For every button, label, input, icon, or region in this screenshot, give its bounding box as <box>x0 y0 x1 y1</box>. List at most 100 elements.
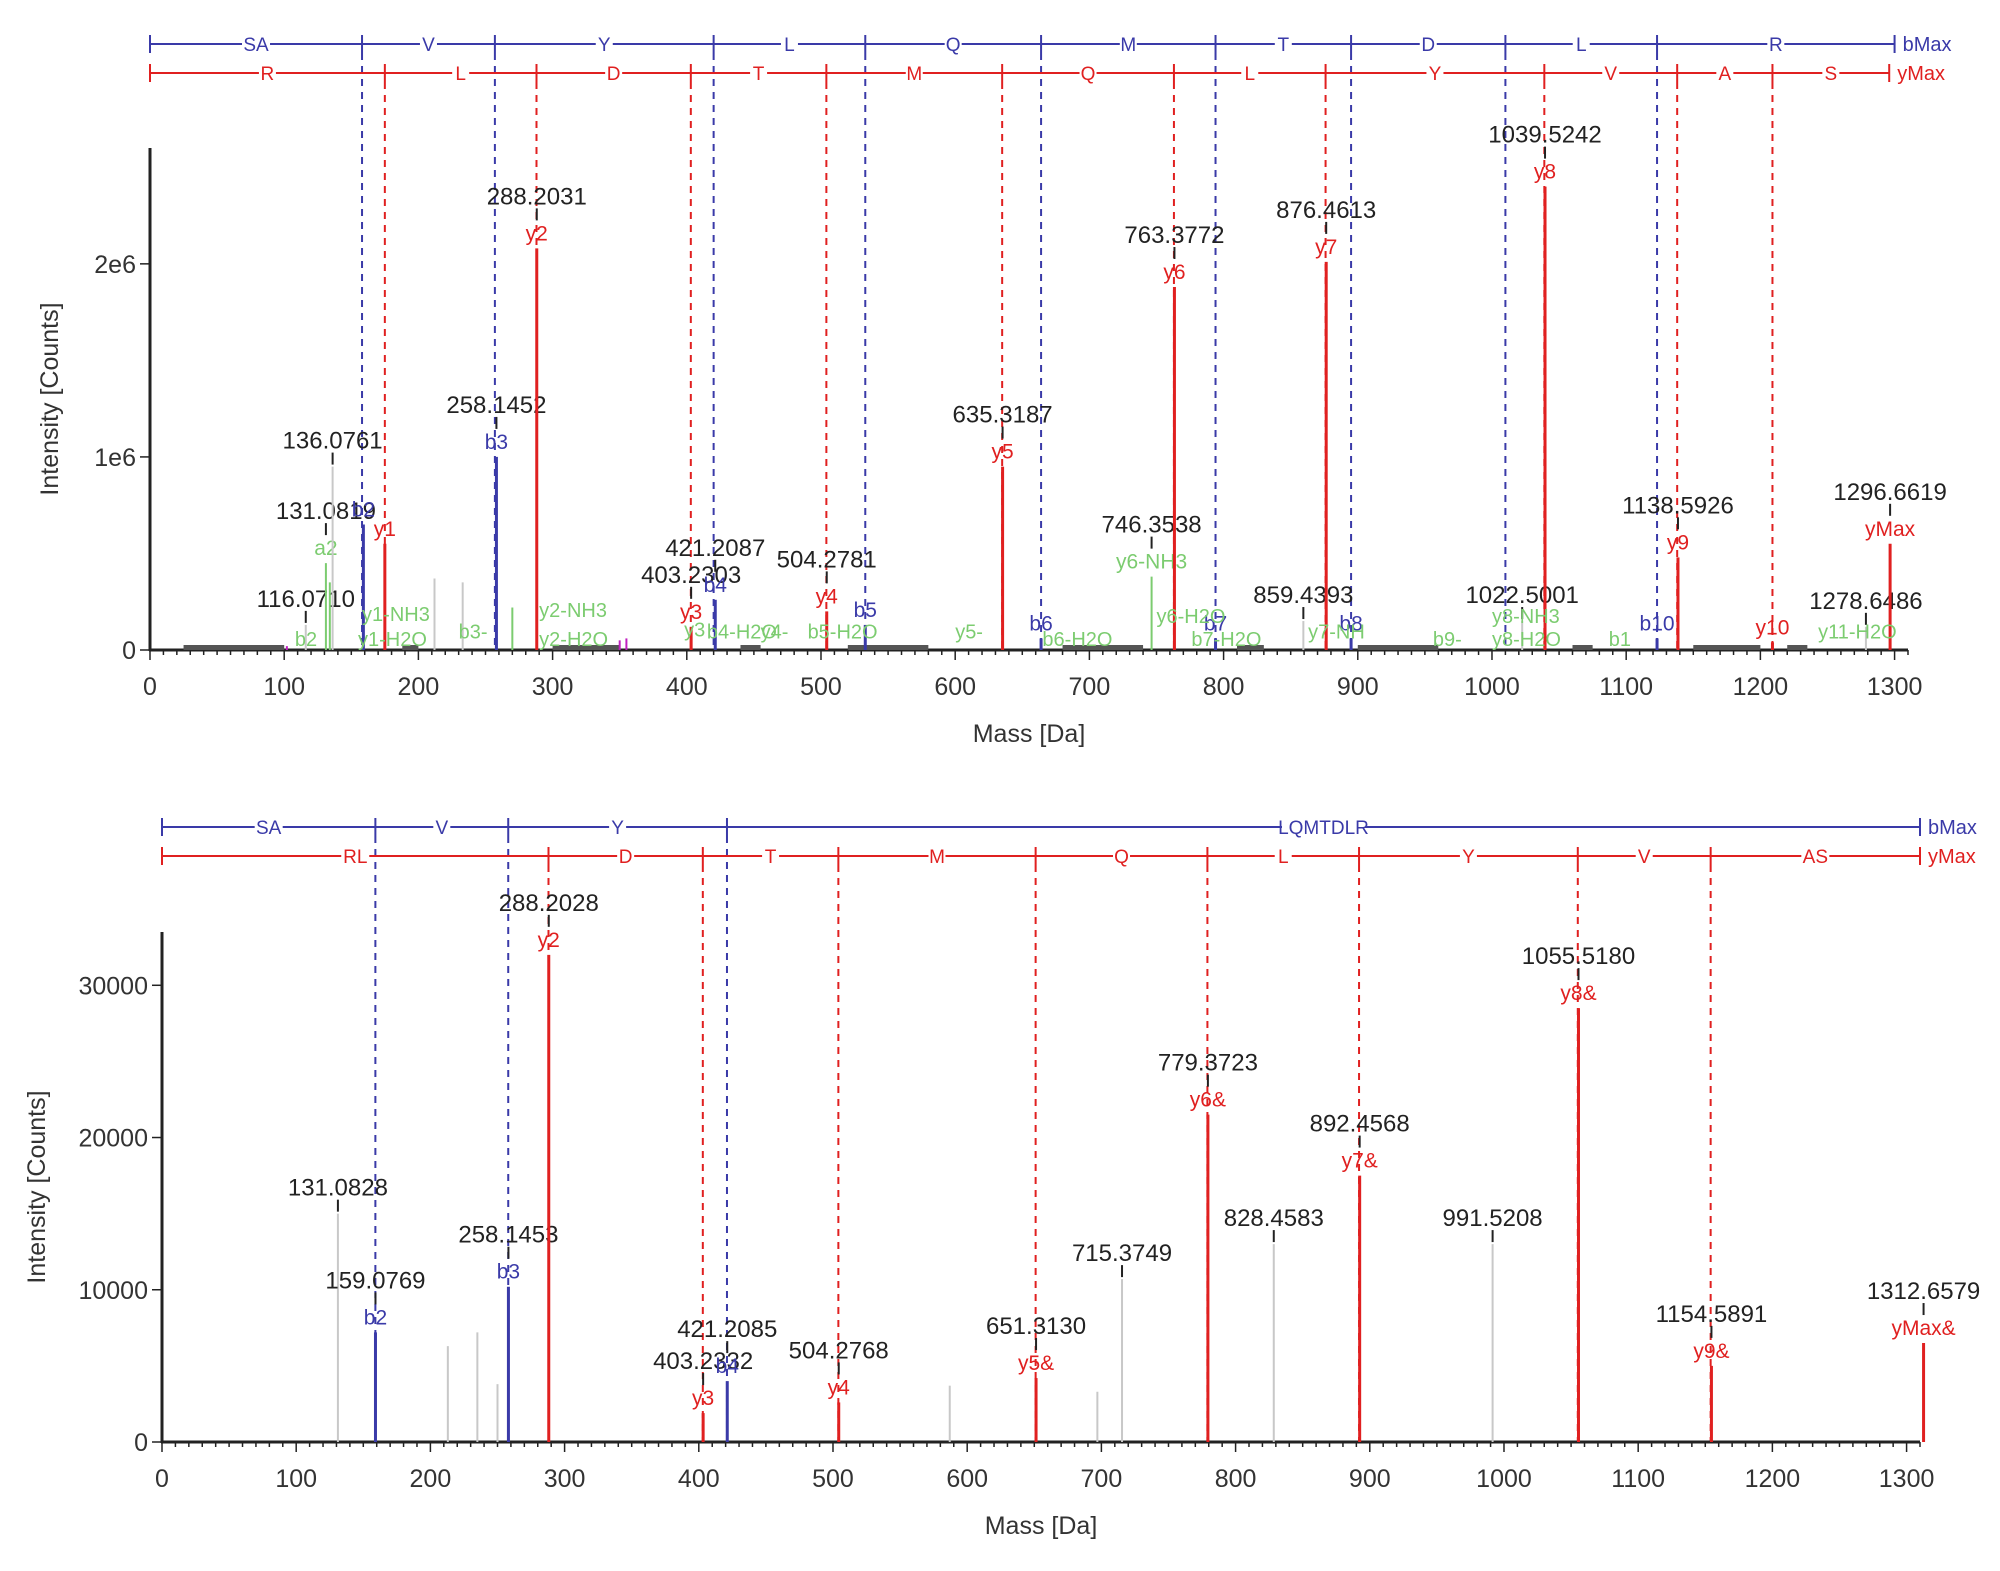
p2-x-tick-label: 1300 <box>1879 1465 1935 1493</box>
p1-b-residue: SA <box>243 35 269 56</box>
p1-x-tick-label: 200 <box>398 673 440 701</box>
p2-peak-mz-label: 258.1453 <box>458 1222 558 1249</box>
p1-x-tick-label: 600 <box>934 673 976 701</box>
p1-y-residue-bg <box>1241 62 1259 84</box>
p1-ion-annotation: b1 <box>1609 629 1631 651</box>
p2-x-tick-label: 400 <box>678 1465 720 1493</box>
p1-peak-ion-label: y5 <box>991 441 1013 464</box>
p2-peak-ion-label: yMax& <box>1891 1317 1955 1340</box>
p1-peak-mz-label: 258.1452 <box>446 392 546 419</box>
p2-y-tick-label: 10000 <box>78 1277 148 1305</box>
p1-y-tick-label: 1e6 <box>94 444 136 472</box>
p1-b-residue: Y <box>598 35 611 56</box>
p2-peak-mz-label: 1154.5891 <box>1656 1301 1768 1328</box>
p2-b-residue-bg <box>609 816 627 838</box>
p1-peak-mz-label: 288.2031 <box>487 183 587 210</box>
p1-b-residue: V <box>422 35 435 56</box>
p1-noise-cluster <box>1693 645 1761 650</box>
p1-ion-annotation: b7-H2O <box>1191 629 1261 651</box>
p2-y-residue: Y <box>1462 847 1475 868</box>
p1-b-residue-bg <box>780 33 798 55</box>
p1-x-tick-label: 1100 <box>1599 673 1653 701</box>
p1-peak-ion-label: b10 <box>1640 612 1675 635</box>
p1-ion-annotation: y7-NH <box>1308 621 1365 643</box>
p1-noise-cluster <box>1237 645 1264 650</box>
p1-peak-ion-label: b8 <box>1339 612 1362 635</box>
p1-peak-mz-label: 746.3538 <box>1102 512 1202 539</box>
p1-ion-annotation: b3- <box>459 621 488 643</box>
p1-x-tick-label: 100 <box>263 673 305 701</box>
p2-y-residue: V <box>1638 847 1651 868</box>
p1-noise-cluster <box>847 645 929 650</box>
p1-x-tick-label: 300 <box>532 673 574 701</box>
p1-y-ladder-end-label: yMax <box>1897 63 1945 85</box>
p1-noise-cluster <box>1787 645 1808 650</box>
p2-x-axis-title: Mass [Da] <box>985 1512 1098 1540</box>
p1-b-residue-bg <box>1767 33 1785 55</box>
p2-b-residue-bg <box>1281 816 1365 838</box>
p2-y-ladder-end-label: yMax <box>1928 846 1976 868</box>
p2-peak-mz-label: 159.0769 <box>325 1267 425 1294</box>
p2-y-tick-label: 30000 <box>78 972 148 1000</box>
p1-b-residue: M <box>1120 35 1136 56</box>
p2-x-tick-label: 900 <box>1349 1465 1391 1493</box>
p1-y-residue: L <box>455 64 466 85</box>
p1-peak-ion-label: y9 <box>1667 531 1689 554</box>
p1-b-residue: L <box>1576 35 1587 56</box>
p2-peak-mz-label: 1055.5180 <box>1522 943 1635 970</box>
p2-peak-mz-label: 131.0828 <box>288 1175 388 1202</box>
p1-peak-ion-label: y6 <box>1163 261 1185 284</box>
p1-noise-cluster <box>1062 645 1144 650</box>
p2-peak-ion-label: b4 <box>716 1355 740 1378</box>
p1-peak-ion-label: y4 <box>816 585 839 608</box>
p1-y-residue-bg <box>1602 62 1620 84</box>
p1-b-residue-bg <box>595 33 613 55</box>
p1-peak-mz-label: 1022.5001 <box>1465 582 1578 609</box>
p1-y-residue: Y <box>1429 64 1442 85</box>
p2-x-tick-label: 600 <box>946 1465 988 1493</box>
p2-peak-ion-label: y8& <box>1560 982 1596 1005</box>
p1-peak-ion-label: b3 <box>485 431 508 454</box>
p1-y-residue-bg <box>1426 62 1444 84</box>
p1-ion-annotation: y1-NH3 <box>362 604 430 626</box>
p1-peak-ion-label: y1 <box>374 518 396 541</box>
p1-b-residue: Q <box>946 35 961 56</box>
p1-b-residue-bg <box>1572 33 1590 55</box>
p2-peak-mz-label: 828.4583 <box>1224 1205 1324 1232</box>
p1-noise-cluster <box>183 645 285 650</box>
p1-x-tick-label: 1000 <box>1464 673 1520 701</box>
p1-x-tick-label: 900 <box>1337 673 1379 701</box>
p2-peak-mz-label: 779.3723 <box>1158 1050 1258 1077</box>
p2-peak-mz-label: 421.2085 <box>677 1316 777 1343</box>
p2-y-residue: M <box>929 847 945 868</box>
p1-b-residue-bg <box>944 33 962 55</box>
p1-peak-mz-label: 403.2303 <box>641 562 741 589</box>
p2-peak-mz-label: 288.2028 <box>499 890 599 917</box>
p2-y-residue-bg <box>928 845 946 867</box>
p1-y-residue-bg <box>258 62 276 84</box>
p1-x-axis-title: Mass [Da] <box>973 720 1086 748</box>
p1-peak-mz-label: 876.4613 <box>1276 197 1376 224</box>
p1-ion-annotation: b6-H2O <box>1042 629 1112 651</box>
p2-y-residue-bg <box>1635 845 1653 867</box>
p2-x-tick-label: 100 <box>275 1465 317 1493</box>
p2-x-tick-label: 300 <box>544 1465 586 1493</box>
p1-ion-annotation: y3 <box>684 619 705 641</box>
p1-peak-ion-label: y2 <box>526 222 548 245</box>
p2-y-residue-bg <box>1113 845 1131 867</box>
p2-b-residue: SA <box>256 818 282 839</box>
p1-y-residue: D <box>607 64 621 85</box>
p1-peak-mz-label: 421.2087 <box>665 535 765 562</box>
p1-x-tick-label: 1300 <box>1867 673 1923 701</box>
p1-x-tick-label: 700 <box>1069 673 1111 701</box>
p1-y-residue-bg <box>1716 62 1734 84</box>
p2-y-residue: T <box>765 847 777 868</box>
p1-ion-annotation: y11-H2O <box>1818 621 1897 643</box>
p1-x-tick-label: 0 <box>143 673 157 701</box>
p1-ion-annotation: y8-NH3 <box>1492 606 1560 628</box>
p1-peak-ion-label: b2 <box>352 499 375 522</box>
p2-peak-ion-label: b3 <box>497 1261 520 1284</box>
p2-peak-ion-label: y9& <box>1693 1340 1729 1363</box>
p1-x-tick-label: 400 <box>666 673 708 701</box>
